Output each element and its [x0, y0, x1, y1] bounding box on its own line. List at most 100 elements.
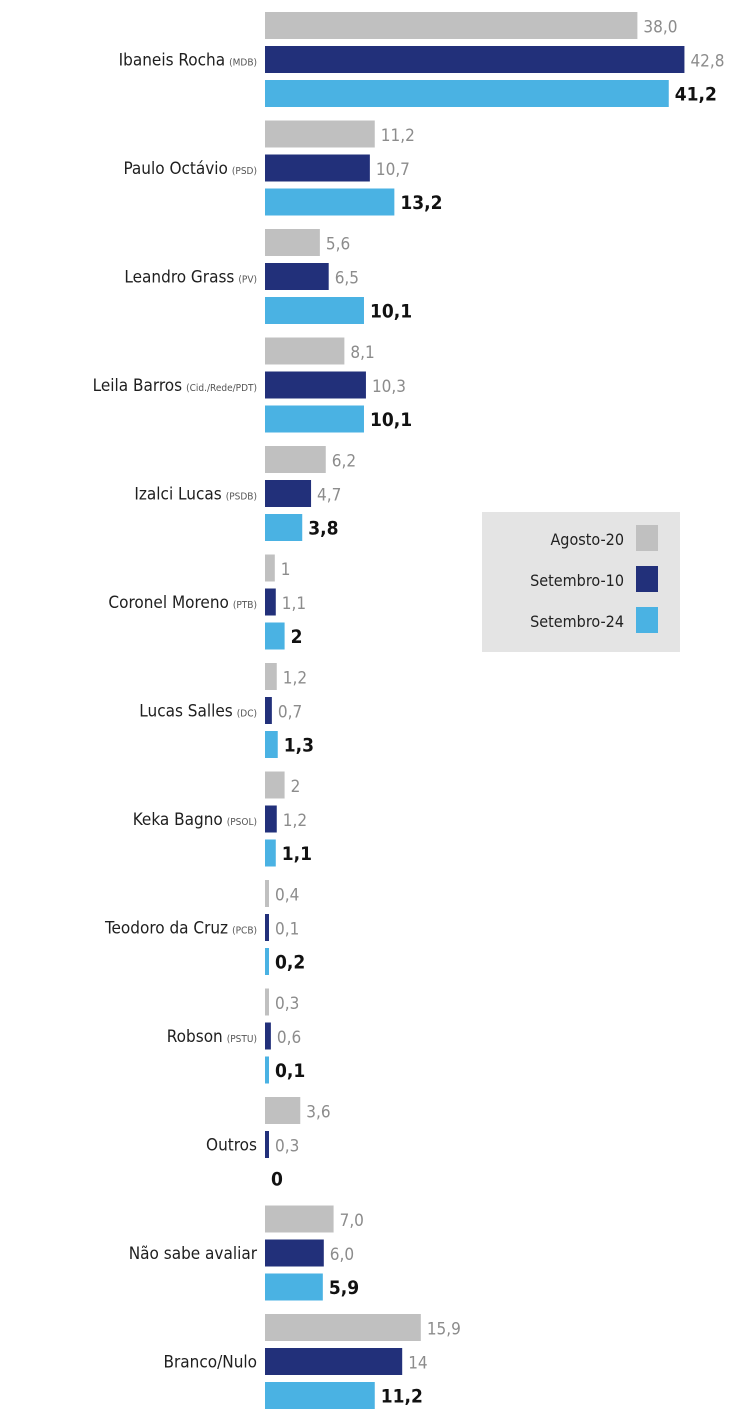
category-group-lucas-salles: Lucas Salles (DC) 1,2 0,7 1,3 — [139, 663, 314, 758]
value-label-setembro-24: 11,2 — [381, 1386, 423, 1408]
category-party: (PTB) — [233, 600, 257, 611]
category-name: Robson — [167, 1027, 223, 1047]
category-label: Outros — [206, 1136, 257, 1156]
bar-setembro-10 — [265, 1348, 403, 1375]
category-group-teodoro-da-cruz: Teodoro da Cruz (PCB) 0,4 0,1 0,2 — [104, 880, 305, 975]
category-group-ibaneis-rocha: Ibaneis Rocha (MDB) 38,0 42,8 41,2 — [119, 12, 724, 107]
value-label-agosto-20: 7,0 — [340, 1211, 364, 1231]
bars-layer: Ibaneis Rocha (MDB) 38,0 42,8 41,2 Paulo Octá… — [93, 12, 724, 1409]
bar-setembro-10 — [265, 371, 366, 399]
category-name: Outros — [206, 1136, 257, 1156]
bar-setembro-10 — [265, 914, 269, 941]
category-group-paulo-octavio: Paulo Octávio (PSD) 11,2 10,7 13,2 — [123, 120, 443, 216]
category-party: (PSOL) — [227, 817, 257, 828]
category-group-izalci-lucas: Izalci Lucas (PSDB) 6,2 4,7 3,8 — [134, 446, 356, 541]
category-name: Keka Bagno — [133, 810, 223, 830]
value-label-agosto-20: 38,0 — [643, 18, 677, 38]
category-label: Leandro Grass (PV) — [124, 268, 257, 288]
category-party: (PSDB) — [226, 492, 257, 503]
category-label: Robson (PSTU) — [167, 1027, 257, 1047]
value-label-setembro-10: 4,7 — [317, 486, 341, 506]
bar-agosto-20 — [265, 446, 326, 473]
category-party: (PSTU) — [227, 1034, 257, 1045]
category-name: Ibaneis Rocha — [119, 51, 225, 71]
category-party: (PCB) — [232, 926, 257, 937]
value-label-setembro-10: 0,6 — [277, 1028, 301, 1048]
category-group-nao-sabe-avaliar: Não sabe avaliar 7,0 6,0 5,9 — [129, 1205, 364, 1301]
bar-setembro-10 — [265, 588, 276, 616]
value-label-setembro-24: 1,1 — [282, 843, 312, 865]
category-group-robson: Robson (PSTU) 0,3 0,6 0,1 — [167, 988, 305, 1084]
bar-agosto-20 — [265, 229, 320, 256]
bar-agosto-20 — [265, 880, 269, 907]
category-name: Branco/Nulo — [164, 1353, 258, 1373]
legend-swatch-setembro-24 — [636, 607, 658, 633]
category-group-coronel-moreno: Coronel Moreno (PTB) 1 1,1 2 — [108, 554, 306, 650]
category-name: Coronel Moreno — [108, 593, 228, 613]
bar-setembro-24 — [265, 948, 269, 975]
category-label: Teodoro da Cruz (PCB) — [104, 919, 257, 939]
bar-setembro-10 — [265, 263, 329, 290]
bar-setembro-24 — [265, 622, 285, 650]
category-name: Leandro Grass — [124, 268, 234, 288]
value-label-setembro-24: 10,1 — [370, 409, 412, 431]
category-label: Coronel Moreno (PTB) — [108, 593, 257, 613]
category-name: Não sabe avaliar — [129, 1244, 258, 1264]
value-label-agosto-20: 1 — [281, 560, 291, 580]
category-label: Lucas Salles (DC) — [139, 702, 257, 722]
value-label-agosto-20: 3,6 — [306, 1103, 330, 1123]
bar-setembro-10 — [265, 154, 370, 182]
bar-setembro-24 — [265, 731, 278, 758]
bar-setembro-24 — [265, 839, 276, 867]
value-label-setembro-10: 14 — [408, 1354, 427, 1374]
category-name: Izalci Lucas — [134, 485, 221, 505]
bar-agosto-20 — [265, 12, 638, 39]
bar-agosto-20 — [265, 771, 285, 799]
category-group-keka-bagno: Keka Bagno (PSOL) 2 1,2 1,1 — [133, 771, 312, 867]
bar-agosto-20 — [265, 1205, 334, 1233]
bar-setembro-10 — [265, 1022, 271, 1050]
category-label: Branco/Nulo — [164, 1353, 258, 1373]
category-label: Leila Barros (Cid./Rede/PDT) — [93, 376, 257, 396]
bar-agosto-20 — [265, 663, 277, 690]
category-party: (Cid./Rede/PDT) — [186, 383, 257, 394]
category-label: Keka Bagno (PSOL) — [133, 810, 257, 830]
value-label-agosto-20: 8,1 — [350, 343, 374, 363]
category-party: (PV) — [238, 275, 257, 286]
bar-agosto-20 — [265, 120, 375, 148]
value-label-agosto-20: 2 — [291, 777, 301, 797]
category-party: (PSD) — [232, 166, 257, 177]
value-label-setembro-24: 10,1 — [370, 301, 412, 323]
category-label: Paulo Octávio (PSD) — [123, 159, 257, 179]
value-label-setembro-10: 10,7 — [376, 160, 410, 180]
legend-label-setembro-10: Setembro-10 — [530, 571, 624, 590]
value-label-setembro-10: 6,0 — [330, 1245, 354, 1265]
bar-setembro-10 — [265, 805, 277, 833]
bar-setembro-10 — [265, 480, 312, 507]
value-label-setembro-10: 42,8 — [690, 52, 724, 72]
category-party: (MDB) — [229, 58, 257, 69]
bar-setembro-24 — [265, 405, 364, 433]
category-group-branco-nulo: Branco/Nulo 15,914 11,2 — [164, 1314, 461, 1409]
value-label-setembro-24: 1,3 — [284, 735, 314, 757]
bar-setembro-10 — [265, 46, 685, 73]
category-group-leila-barros: Leila Barros (Cid./Rede/PDT) 8,1 10,3 10,1 — [93, 337, 412, 433]
value-label-setembro-10: 1,1 — [282, 594, 306, 614]
category-label: Ibaneis Rocha (MDB) — [119, 51, 257, 71]
value-label-setembro-24: 0 — [271, 1169, 283, 1191]
category-name: Teodoro da Cruz — [104, 919, 228, 939]
bar-setembro-10 — [265, 1239, 324, 1267]
value-label-agosto-20: 11,2 — [381, 126, 415, 146]
value-label-agosto-20: 5,6 — [326, 235, 350, 255]
category-group-leandro-grass: Leandro Grass (PV) 5,6 6,5 10,1 — [124, 229, 412, 324]
category-name: Lucas Salles — [139, 702, 233, 722]
value-label-agosto-20: 0,3 — [275, 994, 299, 1014]
value-label-setembro-24: 13,2 — [400, 192, 442, 214]
bar-setembro-24 — [265, 1273, 323, 1301]
category-party: (DC) — [237, 709, 257, 720]
bar-agosto-20 — [265, 337, 345, 365]
bar-agosto-20 — [265, 1314, 421, 1341]
legend-swatch-setembro-10 — [636, 566, 658, 592]
category-label: Izalci Lucas (PSDB) — [134, 485, 257, 505]
